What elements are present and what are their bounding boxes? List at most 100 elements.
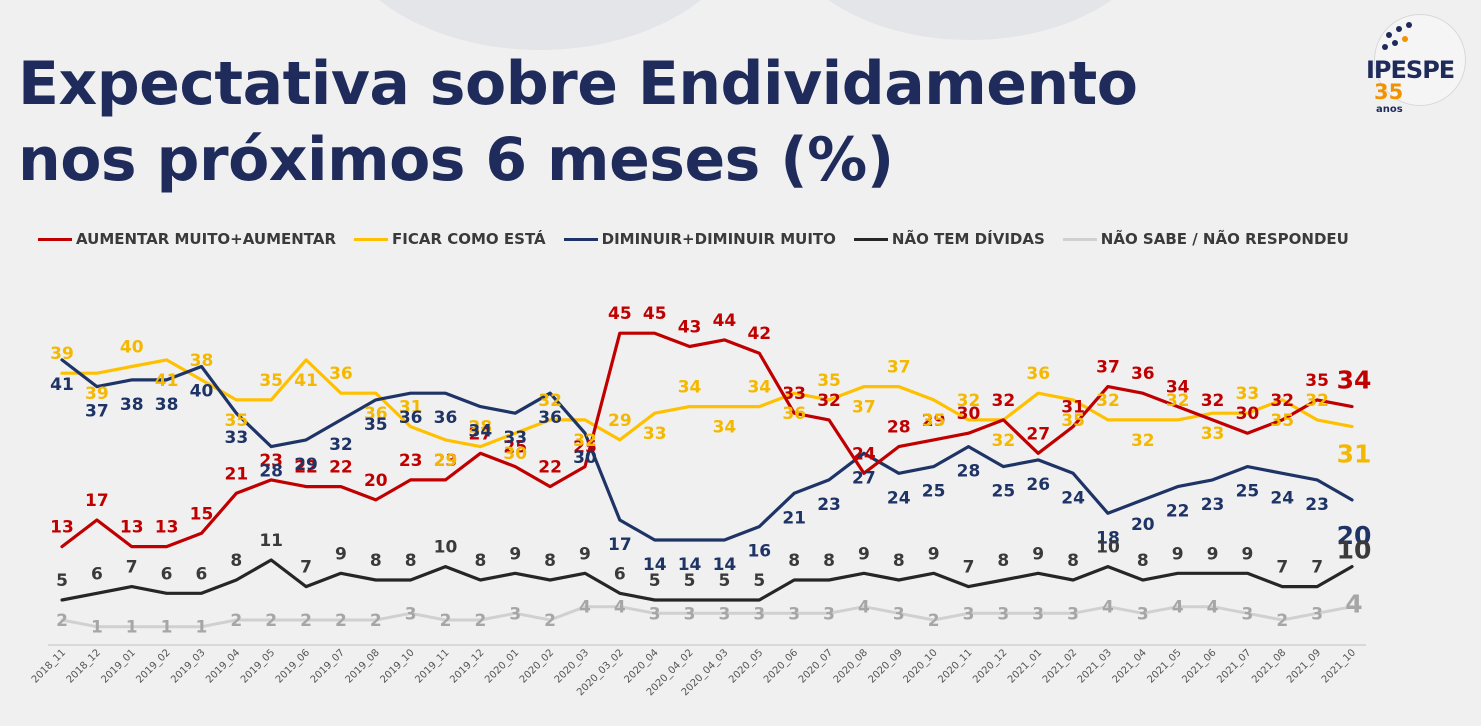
- x-tick-label: 2020_07: [797, 647, 835, 685]
- data-label: 2: [544, 611, 556, 631]
- data-label: 8: [405, 551, 417, 571]
- data-label: 35: [1270, 411, 1294, 431]
- legend-item-nao-tem: NÃO TEM DÍVIDAS: [853, 230, 1045, 248]
- x-tick-label: 2021_08: [1250, 647, 1288, 685]
- x-tick-label: 2018_11: [30, 647, 68, 685]
- data-label: 27: [852, 468, 876, 488]
- data-label: 8: [788, 551, 800, 571]
- data-label: 22: [538, 458, 562, 478]
- x-tick-label: 2019_10: [378, 647, 416, 685]
- data-label: 32: [1096, 391, 1120, 411]
- x-tick-label: 2019_08: [344, 647, 382, 685]
- data-label: 8: [544, 551, 556, 571]
- data-label: 8: [1067, 551, 1079, 571]
- data-label: 2: [370, 611, 382, 631]
- data-label: 14: [643, 555, 667, 575]
- legend-label: NÃO SABE / NÃO RESPONDEU: [1100, 230, 1349, 248]
- data-label: 42: [747, 324, 771, 344]
- data-label: 23: [259, 451, 283, 471]
- x-tick-label: 2019_05: [239, 647, 277, 685]
- data-label: 3: [1032, 604, 1044, 624]
- data-label: 32: [329, 435, 353, 455]
- data-label: 29: [294, 455, 318, 475]
- data-label: 17: [85, 491, 109, 511]
- data-label: 9: [858, 544, 870, 564]
- data-label: 17: [608, 535, 632, 555]
- data-label: 14: [678, 555, 702, 575]
- data-label: 6: [91, 564, 103, 584]
- legend-item-diminuir: DIMINUIR+DIMINUIR MUITO: [563, 230, 836, 248]
- data-label: 23: [1305, 495, 1329, 515]
- data-label: 11: [259, 531, 283, 551]
- data-label: 33: [782, 384, 806, 404]
- data-label: 27: [469, 424, 493, 444]
- data-label: 32: [992, 431, 1016, 451]
- data-label: 4: [1102, 598, 1114, 618]
- data-label: 2: [335, 611, 347, 631]
- chart-legend: AUMENTAR MUITO+AUMENTAR FICAR COMO ESTÁ …: [38, 229, 1349, 249]
- data-label: 1: [126, 618, 138, 638]
- data-label: 28: [259, 462, 283, 482]
- data-label: 35: [259, 371, 283, 391]
- x-tick-label: 2020_02: [518, 647, 556, 685]
- data-label: 24: [852, 444, 876, 464]
- title-line-1: Expectativa sobre Endividamento: [18, 49, 1138, 119]
- data-label: 41: [155, 371, 179, 391]
- legend-item-aumentar: AUMENTAR MUITO+AUMENTAR: [38, 230, 336, 248]
- data-label: 32: [1305, 391, 1329, 411]
- data-label: 2: [230, 611, 242, 631]
- data-label: 7: [1276, 558, 1288, 578]
- data-label: 31: [399, 398, 423, 418]
- data-label: 24: [1270, 488, 1294, 508]
- data-label: 40: [190, 382, 214, 402]
- data-label: 22: [329, 458, 353, 478]
- data-label: 35: [1061, 411, 1085, 431]
- data-label: 4: [1345, 590, 1362, 619]
- data-label: 5: [56, 571, 68, 591]
- data-label: 33: [1201, 424, 1225, 444]
- data-label: 41: [294, 371, 318, 391]
- data-label: 34: [678, 378, 702, 398]
- data-label: 7: [126, 558, 138, 578]
- data-label: 44: [713, 311, 737, 331]
- data-label: 7: [300, 558, 312, 578]
- x-tick-label: 2019_03: [169, 647, 207, 685]
- data-label: 3: [649, 604, 661, 624]
- logo-number: 35: [1374, 80, 1404, 104]
- page-title: Expectativa sobre Endividamento nos próx…: [18, 46, 1138, 198]
- data-label: 34: [747, 378, 771, 398]
- data-label: 6: [161, 564, 173, 584]
- x-tick-label: 2021_10: [1320, 647, 1358, 685]
- data-label: 21: [782, 508, 806, 528]
- data-label: 3: [1067, 604, 1079, 624]
- data-label: 34: [469, 422, 493, 442]
- ipespe-logo: IPESPE 35 anos: [1360, 14, 1470, 115]
- data-label: 9: [1207, 544, 1219, 564]
- data-label: 36: [329, 364, 353, 384]
- data-label: 10: [434, 538, 458, 558]
- data-label: 4: [1172, 598, 1184, 618]
- data-label: 37: [887, 358, 911, 378]
- x-tick-label: 2019_11: [413, 647, 451, 685]
- data-label: 28: [887, 418, 911, 438]
- series-line: [60, 605, 1354, 629]
- data-label: 6: [614, 564, 626, 584]
- data-label: 8: [474, 551, 486, 571]
- data-label: 32: [1166, 391, 1190, 411]
- data-label: 36: [1131, 364, 1155, 384]
- data-label: 3: [719, 604, 731, 624]
- data-label: 4: [1207, 598, 1219, 618]
- data-label: 16: [747, 542, 771, 562]
- data-label: 23: [817, 495, 841, 515]
- data-label: 4: [614, 598, 626, 618]
- data-label: 3: [753, 604, 765, 624]
- title-line-2: nos próximos 6 meses (%): [18, 125, 894, 195]
- data-label: 20: [1131, 515, 1155, 535]
- data-label: 9: [1172, 544, 1184, 564]
- data-label: 30: [573, 448, 597, 468]
- legend-label: FICAR COMO ESTÁ: [392, 230, 546, 248]
- x-tick-label: 2020_01: [483, 647, 521, 685]
- data-label: 33: [224, 428, 248, 448]
- legend-swatch: [853, 237, 888, 241]
- data-label: 35: [364, 415, 388, 435]
